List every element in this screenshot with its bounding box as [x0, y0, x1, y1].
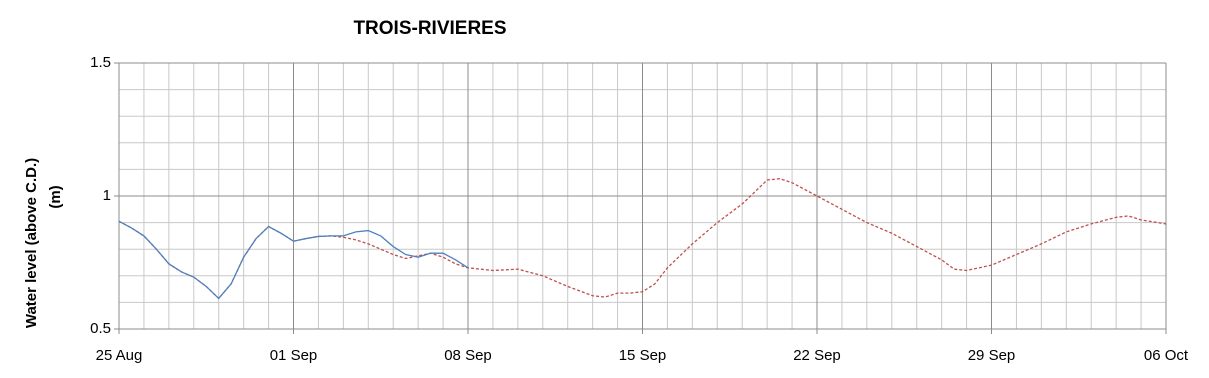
series-line	[118, 178, 1167, 300]
x-tick-label: 06 Oct	[1144, 347, 1189, 364]
x-tick-label: 08 Sep	[444, 347, 492, 364]
y-tick-label: 0.5	[90, 320, 111, 337]
x-tick-label: 01 Sep	[270, 347, 318, 364]
x-tick-label: 25 Aug	[96, 347, 143, 364]
series-line	[118, 220, 469, 300]
y-axis-label: (m)	[47, 185, 64, 208]
x-tick-label: 22 Sep	[793, 347, 841, 364]
y-axis-label: Water level (above C.D.)	[23, 158, 40, 328]
y-tick-label: 1.5	[90, 54, 111, 71]
x-tick-label: 29 Sep	[968, 347, 1016, 364]
x-tick-label: 15 Sep	[619, 347, 667, 364]
chart-title: TROIS-RIVIERES	[353, 18, 506, 39]
y-tick-label: 1	[103, 187, 111, 204]
